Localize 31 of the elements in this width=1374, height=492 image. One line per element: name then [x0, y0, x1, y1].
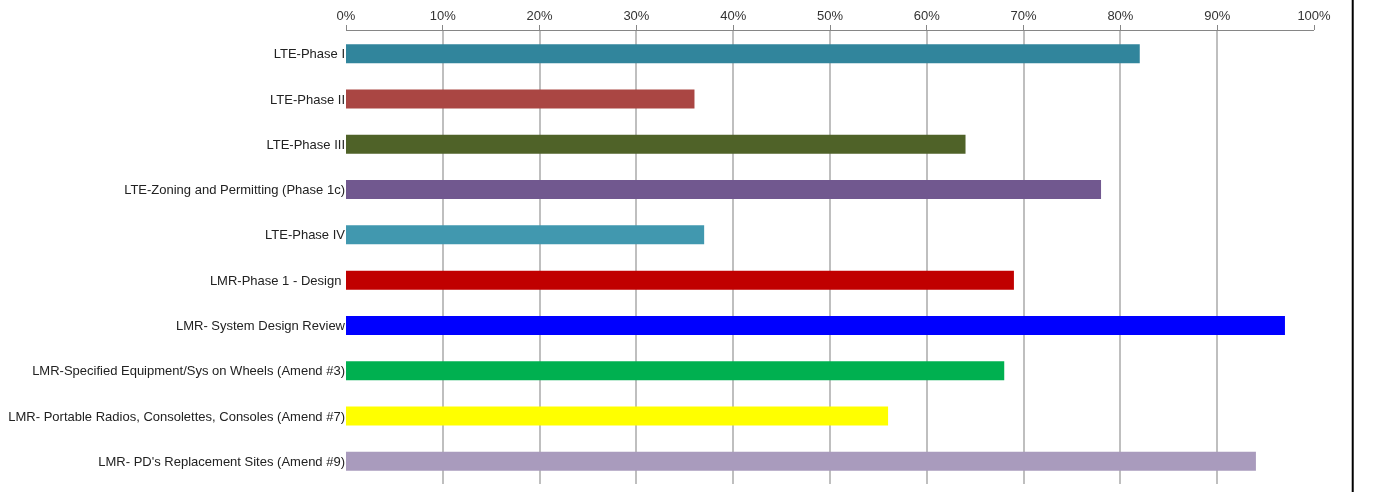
y-tick-label: LMR- System Design Review [175, 318, 346, 333]
x-tick-label: 50% [816, 7, 844, 23]
y-tick-label: LTE-Zoning and Permitting (Phase 1c) [124, 182, 345, 198]
bar [346, 180, 1102, 200]
bar [346, 225, 705, 245]
bar [346, 44, 1140, 64]
x-tick-label: 60% [913, 7, 941, 23]
bar [346, 361, 1005, 381]
x-tick-label: 100% [1297, 7, 1332, 23]
bar [346, 451, 1256, 471]
y-tick-label: LMR- PD's Replacement Sites (Amend #9) [98, 453, 345, 469]
bar [346, 270, 1014, 290]
x-tick-label: 40% [720, 7, 747, 23]
y-tick-label: LTE-Phase IV [265, 227, 346, 243]
bar [346, 89, 695, 109]
y-tick-label: LTE-Phase III [266, 136, 345, 152]
y-tick-label: LMR- Portable Radios, Consolettes, Consoles (Amend #7) [8, 408, 345, 424]
bar [346, 406, 889, 426]
x-tick-label: 30% [623, 7, 650, 23]
x-tick-label: 90% [1204, 7, 1231, 23]
y-tick-label: LTE-Phase I [273, 46, 345, 62]
bar [346, 315, 1285, 335]
y-tick-label: LMR-Specified Equipment/Sys on Wheels (Amend #3) [32, 363, 345, 379]
y-tick-label: LMR-Phase 1 - Design [209, 272, 345, 288]
bar [346, 134, 966, 154]
x-tick-label: 80% [1107, 7, 1134, 23]
x-tick-label: 0% [336, 7, 356, 23]
y-tick-label: LTE-Phase II [270, 91, 345, 107]
x-tick-label: 20% [526, 7, 554, 23]
x-tick-label: 10% [429, 7, 457, 23]
x-tick-label: 70% [1010, 7, 1038, 23]
